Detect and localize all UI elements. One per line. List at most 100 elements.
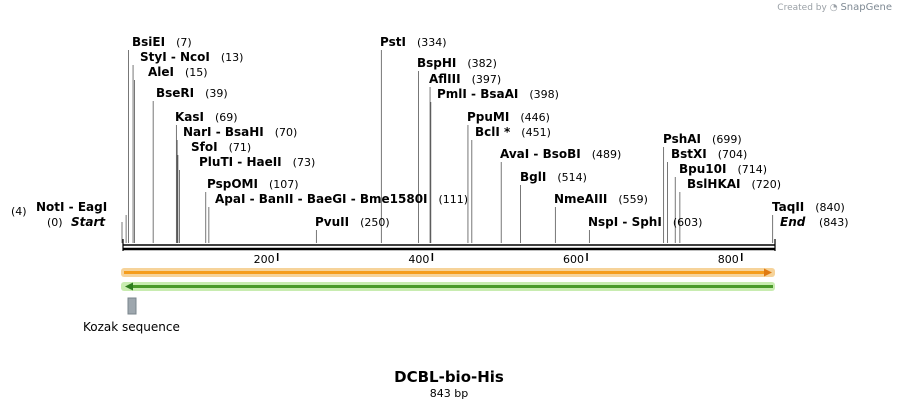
site-bslhkai[interactable]: BslHKAI (720)	[687, 177, 781, 191]
site-pos-avai-bsobi: (489)	[592, 148, 622, 161]
site-labels: BsiEI (7)StyI - NcoI (13) AleI (15) BseRI (39)…	[11, 35, 849, 229]
site-name-apai-banii-baegi-bme1580i: ApaI - BanII - BaeGI - Bme1580I	[215, 192, 428, 206]
plasmid-name: DCBL-bio-His	[394, 368, 504, 386]
site-name-pmli-bsaai: PmlI - BsaAI	[437, 87, 518, 101]
site-name-alei: AleI	[148, 65, 174, 79]
site-name-bstxi: BstXI	[671, 147, 707, 161]
site-pos-pvuii: (250)	[360, 216, 390, 229]
site-lines	[121, 50, 774, 243]
site-pos-nmeaiii: (559)	[618, 193, 648, 206]
site-name-psti: PstI	[380, 35, 406, 49]
credit-prefix: Created by	[777, 3, 827, 13]
site-pos-bpu10i: (714)	[737, 163, 767, 176]
site-name-sfoi: SfoI	[191, 140, 218, 154]
site-pos-pspomi: (107)	[269, 178, 299, 191]
site-nmeaiii[interactable]: NmeAIII (559)	[554, 192, 648, 206]
site-name-bseri: BseRI	[156, 86, 194, 100]
site-pos-alei: (15)	[185, 66, 208, 79]
site-name-nspi-sphi: NspI - SphI	[588, 215, 662, 229]
ruler-label-400: 400	[408, 253, 429, 266]
site-name-avai-bsobi: AvaI - BsoBI	[500, 147, 581, 161]
ruler-label-200: 200	[254, 253, 275, 266]
site-bgli[interactable]: BglI (514)	[520, 170, 587, 184]
site-name-bcli: BclI *	[475, 125, 511, 139]
site-pos-kasi: (69)	[215, 111, 238, 124]
site-pmli-bsaai[interactable]: PmlI - BsaAI (398)	[437, 87, 559, 101]
site-taqii[interactable]: TaqII (840)	[772, 200, 845, 214]
site-alei[interactable]: AleI (15)	[148, 65, 208, 79]
site-pos-pmli-bsaai: (398)	[529, 88, 559, 101]
site-name-pspomi: PspOMI	[207, 177, 258, 191]
site-pos-bsiei: (7)	[176, 36, 192, 49]
site-pvuii[interactable]: PvuII (250)	[315, 215, 390, 229]
credit-brand: SnapGene	[840, 2, 892, 13]
site-name-pshai: PshAI	[663, 132, 701, 146]
site-pos-bstxi: (704)	[718, 148, 748, 161]
site-bstxi[interactable]: BstXI (704)	[671, 147, 747, 161]
plasmid-size: 843 bp	[429, 387, 469, 400]
site-pos-sfoi: (71)	[229, 141, 252, 154]
site-pos-bslhkai: (720)	[752, 178, 782, 191]
reverse-feature-bar	[131, 285, 773, 288]
site-name-pluti-haeii: PluTI - HaeII	[199, 155, 282, 169]
site-name-noti-eagi: NotI - EagI	[36, 200, 107, 214]
kozak-label: Kozak sequence	[83, 320, 180, 334]
ruler-label-600: 600	[563, 253, 584, 266]
ruler: 200 400 600 800	[254, 253, 743, 266]
reverse-arrow-icon	[125, 282, 133, 291]
reverse-feature[interactable]	[121, 282, 775, 291]
site-pos-taqii: (840)	[815, 201, 845, 214]
end-pos: (843)	[819, 216, 849, 229]
ruler-label-800: 800	[718, 253, 739, 266]
site-pos-ppumi: (446)	[520, 111, 550, 124]
forward-feature[interactable]	[121, 268, 775, 277]
snapgene-credit: Created by ◔ SnapGene	[777, 2, 892, 13]
site-bpu10i[interactable]: Bpu10I (714)	[679, 162, 767, 176]
site-name-pvuii: PvuII	[315, 215, 349, 229]
site-bsphi[interactable]: BspHI (382)	[417, 56, 497, 70]
site-name-bsphi: BspHI	[417, 56, 456, 70]
site-name-bsiei: BsiEI	[132, 35, 165, 49]
site-name-nmeaiii: NmeAIII	[554, 192, 607, 206]
site-avai-bsobi[interactable]: AvaI - BsoBI (489)	[500, 147, 621, 161]
start-label: Start	[71, 215, 106, 229]
site-bsiei[interactable]: BsiEI (7)	[132, 35, 192, 49]
site-pos-nspi-sphi: (603)	[673, 216, 703, 229]
site-nari-bsahi[interactable]: NarI - BsaHI (70)	[183, 125, 297, 139]
site-ppumi[interactable]: PpuMI (446)	[467, 110, 550, 124]
site-pos-pluti-haeii: (73)	[293, 156, 316, 169]
site-pos-apai-banii-baegi-bme1580i: (111)	[439, 193, 469, 206]
site-styi-ncoi[interactable]: StyI - NcoI (13)	[140, 50, 243, 64]
site-pshai[interactable]: PshAI (699)	[663, 132, 742, 146]
site-pspomi[interactable]: PspOMI (107)	[207, 177, 299, 191]
snapgene-logo-icon: ◔	[829, 3, 838, 13]
site-pos-styi-ncoi: (13)	[221, 51, 244, 64]
forward-arrow-icon	[764, 268, 772, 277]
site-pos-psti: (334)	[417, 36, 447, 49]
site-apai-banii-baegi-bme1580i[interactable]: ApaI - BanII - BaeGI - Bme1580I (111)	[215, 192, 468, 206]
site-pos-bsphi: (382)	[467, 57, 497, 70]
site-kasi[interactable]: KasI (69)	[175, 110, 238, 124]
forward-feature-bar	[124, 271, 767, 274]
site-bseri[interactable]: BseRI (39)	[156, 86, 228, 100]
site-name-bslhkai: BslHKAI	[687, 177, 741, 191]
site-pos-bcli: (451)	[521, 126, 551, 139]
start-pos: (0)	[47, 216, 63, 229]
site-name-kasi: KasI	[175, 110, 204, 124]
site-pos-pshai: (699)	[712, 133, 742, 146]
site-pos-noti-eagi: (4)	[11, 205, 27, 218]
site-sfoi[interactable]: SfoI (71)	[191, 140, 251, 154]
site-afliii[interactable]: AflIII (397)	[429, 72, 501, 86]
end-label: End	[780, 215, 806, 229]
site-name-ppumi: PpuMI	[467, 110, 509, 124]
site-pos-nari-bsahi: (70)	[275, 126, 298, 139]
site-bcli[interactable]: BclI * (451)	[475, 125, 551, 139]
site-nspi-sphi[interactable]: NspI - SphI (603)	[588, 215, 702, 229]
site-pluti-haeii[interactable]: PluTI - HaeII (73)	[199, 155, 315, 169]
site-pos-afliii: (397)	[472, 73, 502, 86]
site-name-taqii: TaqII	[772, 200, 804, 214]
site-noti-eagi[interactable]: NotI - EagI	[36, 200, 107, 214]
kozak-feature-box[interactable]	[127, 297, 137, 315]
site-psti[interactable]: PstI (334)	[380, 35, 447, 49]
